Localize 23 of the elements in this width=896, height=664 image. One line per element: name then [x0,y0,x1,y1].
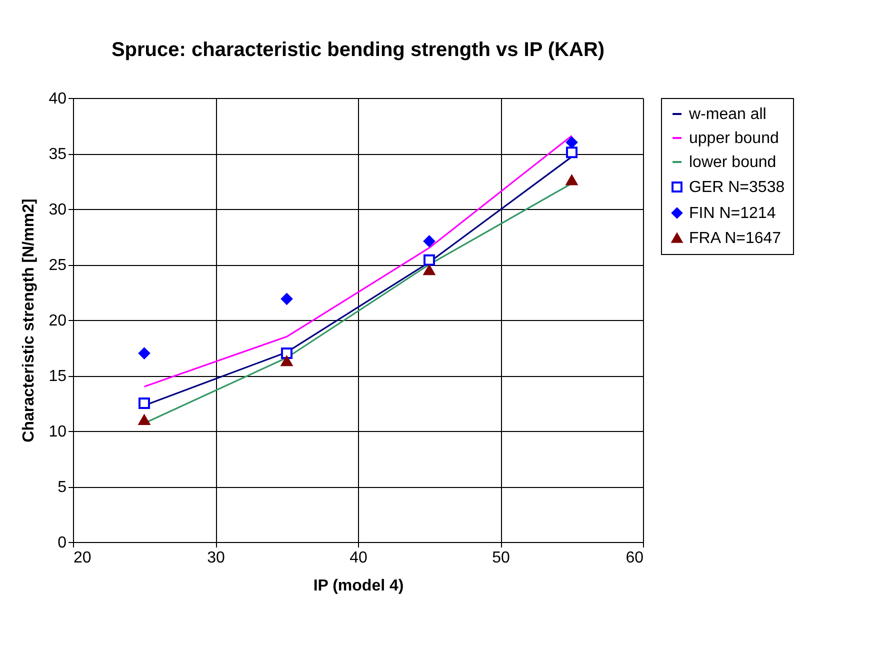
x-axis-title: IP (model 4) [313,578,404,594]
y-tick-label: 15 [48,368,67,385]
x-tick-label: 60 [626,550,644,566]
legend-label: upper bound [689,130,779,147]
legend-label: lower bound [689,154,776,171]
y-tick-label: 35 [48,146,67,163]
y-tick-label: 5 [58,479,67,496]
x-tick-label: 50 [492,550,510,566]
y-axis-title: Characteristic strength [N/mm2] [20,198,38,442]
legend-label: w-mean all [688,106,766,123]
legend-label: FIN N=1214 [689,205,776,222]
x-tick-label: 40 [350,550,368,566]
chart-title: Spruce: characteristic bending strength vs IP (KAR) [111,39,605,61]
x-tick-label: 30 [207,550,225,566]
y-tick-label: 25 [48,257,67,274]
y-tick-label: 20 [48,312,67,330]
y-tick-label: 40 [48,90,67,108]
legend-label: GER N=3538 [689,179,785,196]
legend-label: FRA N=1647 [689,230,782,247]
y-tick-label: 0 [58,534,67,552]
y-tick-label: 30 [48,202,67,218]
y-tick-label: 10 [48,424,67,440]
x-tick-label: 20 [74,550,92,566]
